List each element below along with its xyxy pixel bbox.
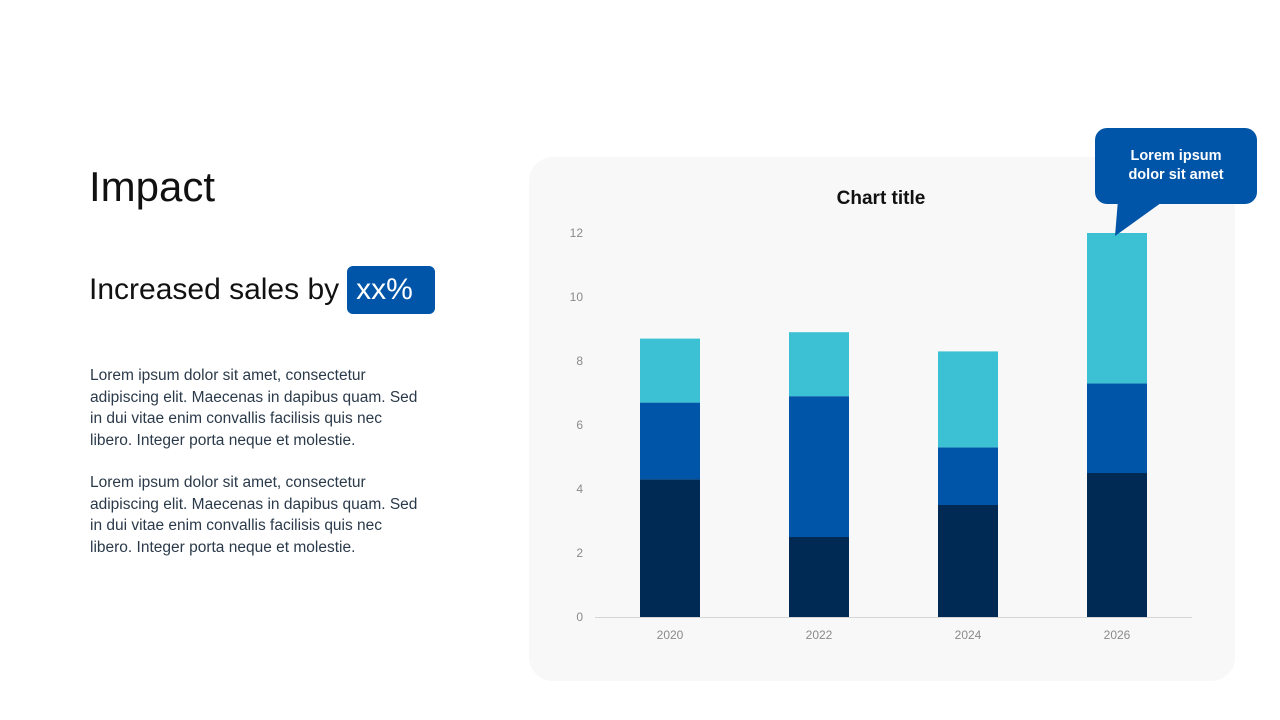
bar-segment-2022-series-1 (789, 537, 849, 617)
y-tick-label: 6 (576, 418, 583, 432)
y-tick-label: 2 (576, 546, 583, 560)
slide-title: Impact (89, 163, 216, 210)
bar-segment-2024-series-1 (938, 505, 998, 617)
x-tick-label: 2026 (1104, 628, 1131, 642)
bar-segment-2026-series-2 (1087, 383, 1147, 473)
x-tick-label: 2020 (657, 628, 684, 642)
y-tick-label: 12 (570, 226, 584, 240)
bar-segment-2020-series-2 (640, 402, 700, 480)
callout-text: Lorem ipsum dolor sit amet (1128, 148, 1224, 183)
y-tick-label: 0 (576, 610, 583, 624)
x-tick-label: 2022 (806, 628, 833, 642)
y-tick-label: 8 (576, 354, 583, 368)
callout-pointer (1115, 200, 1165, 236)
callout-bubble: Lorem ipsum dolor sit amet (1095, 128, 1257, 204)
bar-segment-2024-series-3 (938, 351, 998, 448)
x-tick-label: 2024 (955, 628, 982, 642)
bar-segment-2020-series-1 (640, 479, 700, 617)
bar-segment-2022-series-2 (789, 396, 849, 537)
percent-badge: xx% (347, 266, 435, 314)
y-tick-label: 10 (570, 290, 584, 304)
body-paragraph-2: Lorem ipsum dolor sit amet, consectetur … (90, 474, 418, 556)
chart-title: Chart title (837, 188, 926, 209)
y-tick-label: 4 (576, 482, 583, 496)
bar-segment-2022-series-3 (789, 332, 849, 397)
subtitle: Increased sales by xx% (89, 266, 435, 314)
bar-segment-2026-series-1 (1087, 473, 1147, 617)
bar-segment-2026-series-3 (1087, 233, 1147, 384)
subtitle-text: Increased sales by (89, 273, 340, 306)
bar-segment-2024-series-2 (938, 447, 998, 505)
bar-segment-2020-series-3 (640, 338, 700, 403)
body-paragraph-1: Lorem ipsum dolor sit amet, consectetur … (90, 367, 418, 449)
